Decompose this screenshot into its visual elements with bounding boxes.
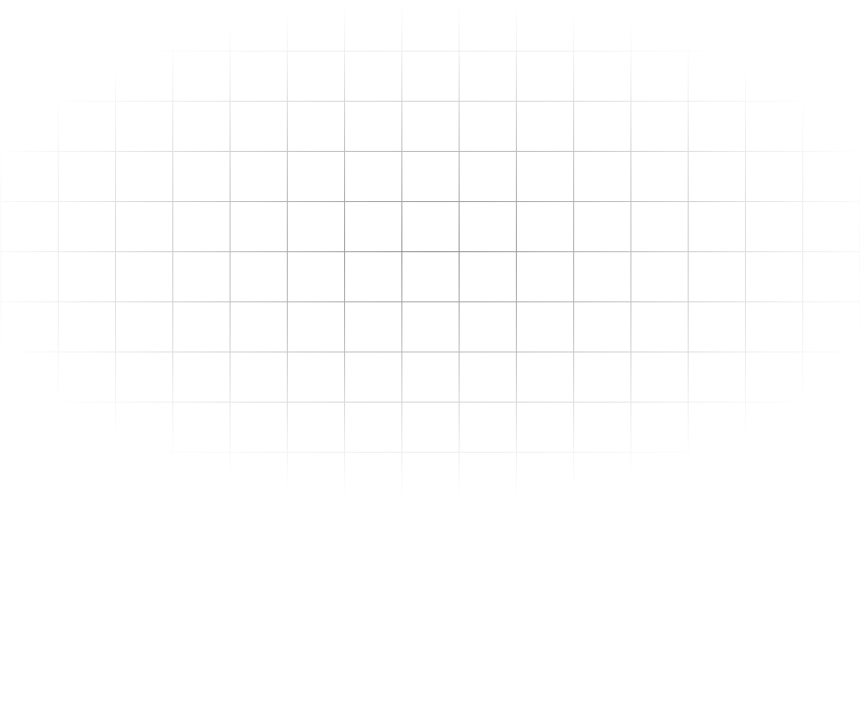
background-grid <box>0 0 860 709</box>
page-body <box>0 0 860 709</box>
page: {} html, body { margin: 0; padding: 0; w… <box>0 0 860 709</box>
